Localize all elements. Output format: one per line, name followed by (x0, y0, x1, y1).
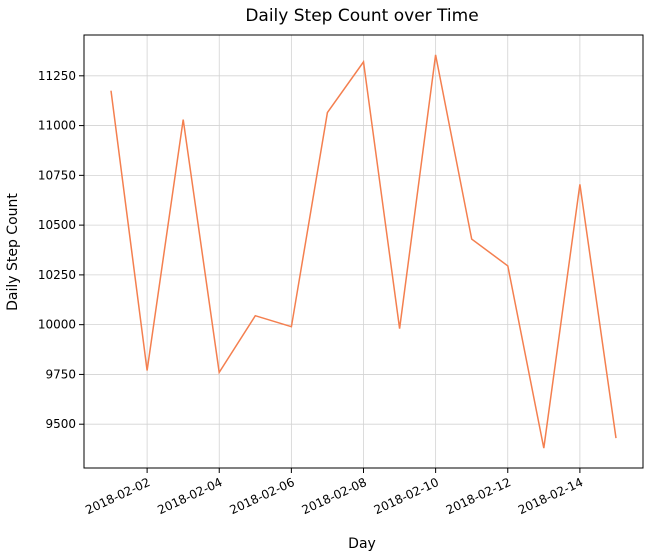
y-axis-label: Daily Step Count (5, 193, 21, 311)
grid-lines (84, 35, 643, 468)
x-tick-label: 2018-02-06 (228, 475, 297, 517)
y-tick-label: 10750 (38, 168, 76, 182)
y-tick-label: 11000 (38, 119, 76, 133)
x-tick-label: 2018-02-14 (516, 475, 585, 517)
y-tick-label: 10000 (38, 318, 76, 332)
chart-title: Daily Step Count over Time (245, 6, 478, 26)
y-tick-label: 11250 (38, 69, 76, 83)
x-tick-label: 2018-02-08 (300, 475, 369, 517)
y-axis: 9500 9750 10000 10250 10500 10750 11000 11250 (38, 69, 84, 431)
y-tick-label: 9500 (45, 417, 76, 431)
x-axis: 2018-02-02 2018-02-04 2018-02-06 2018-02-08… (83, 468, 585, 517)
x-tick-label: 2018-02-10 (372, 475, 441, 517)
x-axis-label: Day (348, 536, 376, 552)
y-tick-label: 9750 (45, 367, 76, 381)
x-tick-label: 2018-02-12 (444, 475, 513, 517)
y-tick-label: 10500 (38, 218, 76, 232)
x-tick-label: 2018-02-04 (155, 475, 224, 517)
series-line (110, 54, 617, 449)
y-tick-label: 10250 (38, 268, 76, 282)
x-tick-label: 2018-02-02 (83, 475, 152, 517)
